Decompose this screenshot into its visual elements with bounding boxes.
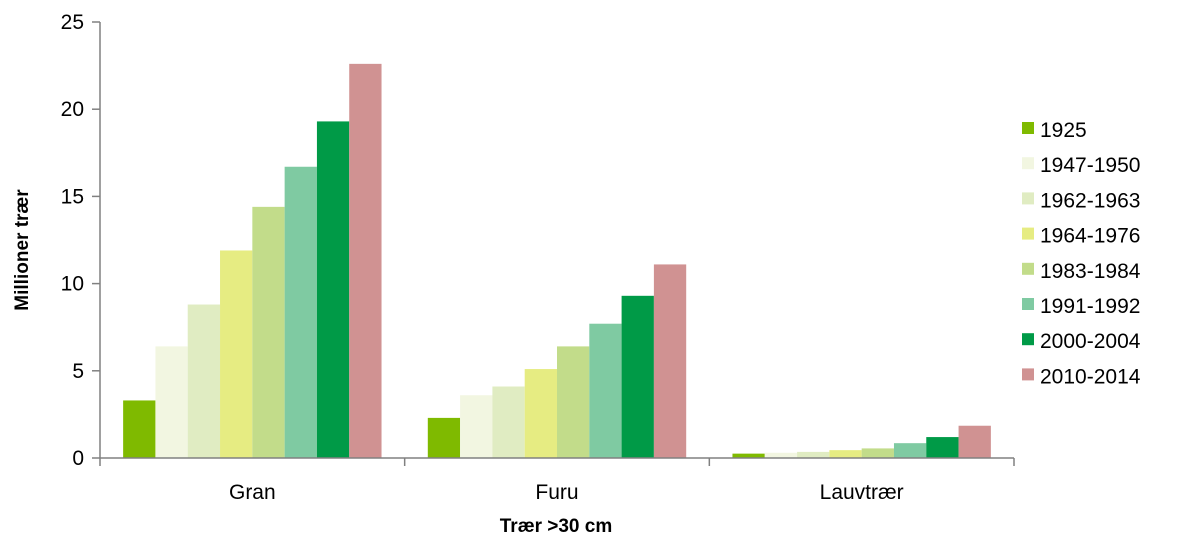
bar [349, 63, 382, 459]
x-axis-ticks: Gran Furu Lauvtrær [99, 458, 1015, 504]
bar [958, 425, 991, 458]
legend-swatch [1022, 333, 1034, 346]
legend-swatch [1022, 157, 1034, 170]
y-axis-title: Millioner trær [12, 189, 33, 311]
bar [460, 395, 493, 458]
legend: 1925 1947-1950 1962-1963 1964-1976 1983-1984… [1022, 119, 1141, 388]
bar [316, 121, 350, 459]
legend-swatch [1022, 122, 1034, 134]
legend-swatch [1022, 368, 1034, 381]
bar [764, 452, 798, 458]
bar [797, 451, 830, 458]
x-tick-label: Gran [229, 481, 276, 504]
bar [621, 295, 654, 458]
bar [252, 206, 285, 458]
legend-label: 1962-1963 [1040, 189, 1140, 212]
y-tick-label: 25 [61, 11, 84, 34]
legend-swatch [1022, 298, 1034, 310]
x-tick-label: Lauvtrær [820, 481, 904, 504]
legend-label: 1964-1976 [1040, 225, 1140, 248]
bar [427, 417, 461, 458]
bar [893, 443, 927, 458]
bar [589, 323, 622, 458]
legend-swatch [1022, 227, 1034, 240]
bar [155, 346, 188, 458]
legend-swatch [1022, 192, 1034, 205]
bar [653, 264, 687, 458]
y-tick-label: 20 [61, 98, 84, 121]
legend-label: 2010-2014 [1040, 365, 1141, 388]
y-tick-label: 0 [72, 447, 84, 470]
y-tick-label: 10 [61, 273, 84, 296]
legend-label: 2000-2004 [1040, 330, 1141, 353]
legend-label: 1983-1984 [1040, 260, 1141, 283]
legend-label: 1925 [1040, 119, 1087, 142]
legend-label: 1991-1992 [1040, 295, 1140, 318]
bars [123, 63, 991, 459]
y-tick-label: 5 [72, 360, 84, 383]
y-axis-ticks: 0 5 10 15 20 25 [61, 11, 100, 470]
y-tick-label: 15 [61, 185, 84, 208]
bar [524, 369, 557, 458]
x-tick-label: Furu [535, 481, 578, 504]
legend-swatch [1022, 262, 1034, 275]
bar [220, 250, 253, 458]
x-axis-title: Trær >30 cm [500, 516, 613, 537]
bar [123, 400, 156, 458]
bar [732, 453, 765, 458]
plot-area: 0 5 10 15 20 25 Gran Furu Lauvtrær [61, 11, 1015, 504]
bar [926, 437, 959, 458]
bar [557, 346, 590, 458]
legend-label: 1947-1950 [1040, 154, 1140, 177]
bar [861, 448, 894, 458]
bar [284, 166, 317, 458]
bar [492, 386, 525, 458]
bar [829, 450, 862, 458]
bar [187, 304, 221, 458]
